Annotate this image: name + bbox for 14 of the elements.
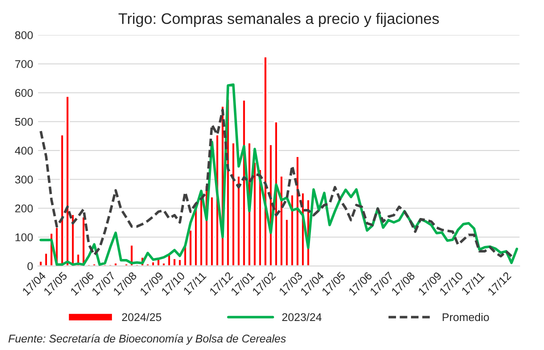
legend-label: 2024/25 (122, 312, 162, 322)
y-tick-label: 300 (15, 176, 33, 184)
y-tick-label: 200 (15, 204, 33, 212)
chart-title: Trigo: Compras semanales a precio y fijaciones (118, 12, 439, 28)
legend-label: Promedio (442, 312, 489, 322)
y-tick-label: 500 (15, 118, 33, 126)
y-tick-label: 400 (14, 146, 33, 155)
legend-label: 2023/24 (282, 312, 322, 322)
y-tick-label: 100 (16, 233, 33, 242)
y-tick-label: 600 (15, 89, 33, 97)
y-tick-label: 700 (15, 60, 33, 68)
y-tick-label: 0 (27, 262, 33, 270)
y-tick-label: 800 (15, 31, 33, 40)
source-note: Fuente: Secretaría de Bioeconomía y Bolsa de Cereales (8, 334, 286, 345)
